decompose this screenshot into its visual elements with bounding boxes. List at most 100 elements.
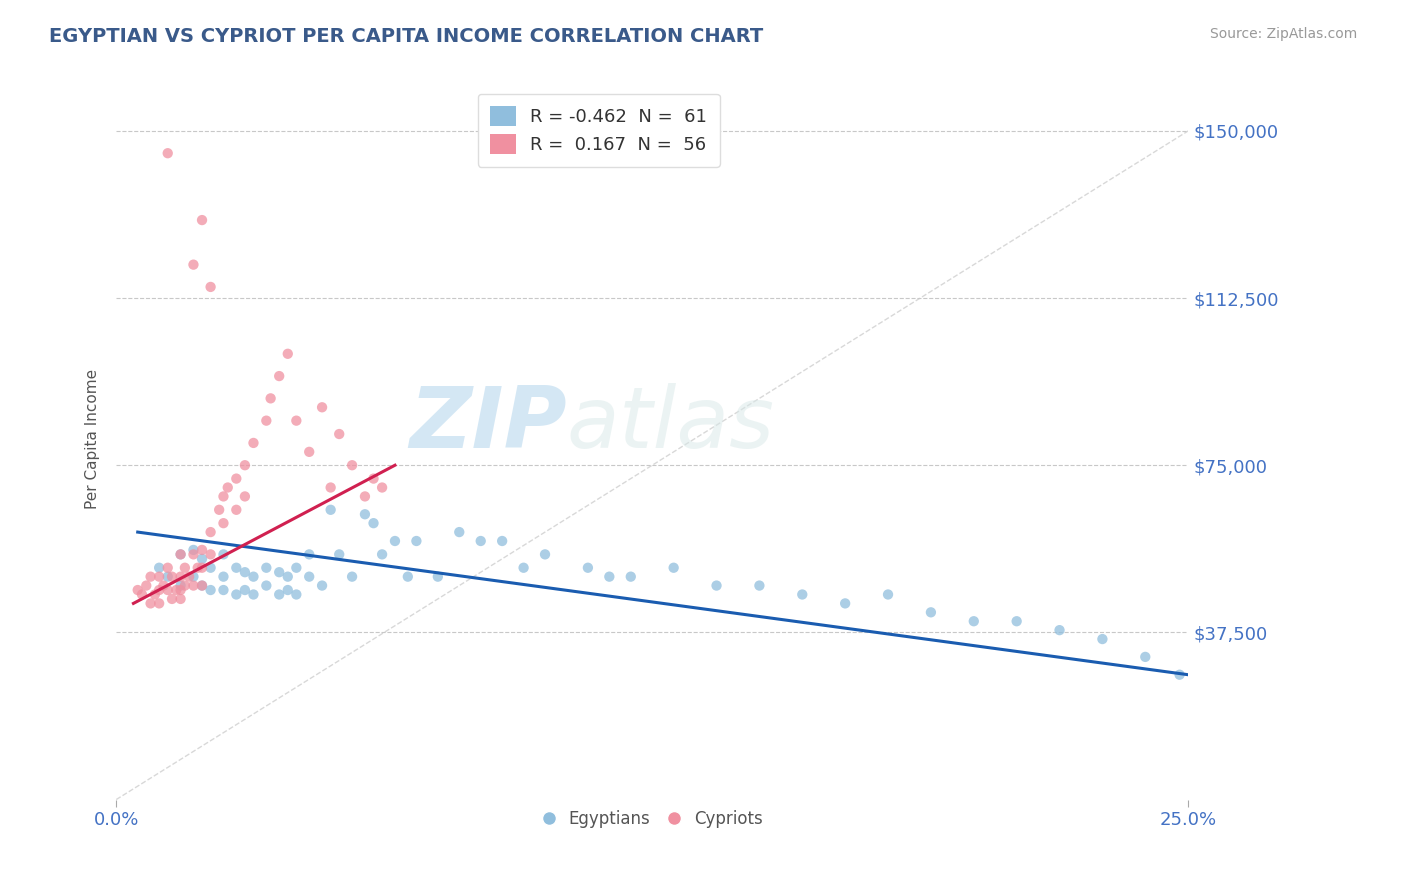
- Point: [384, 534, 406, 549]
- Point: [169, 578, 191, 592]
- Point: [748, 578, 770, 592]
- Point: [706, 578, 728, 592]
- Point: [208, 503, 231, 517]
- Point: [963, 614, 986, 628]
- Point: [449, 525, 471, 540]
- Point: [148, 560, 170, 574]
- Point: [212, 547, 235, 561]
- Point: [792, 587, 814, 601]
- Point: [156, 569, 179, 583]
- Point: [311, 401, 333, 415]
- Point: [217, 481, 239, 495]
- Point: [179, 569, 201, 583]
- Point: [512, 560, 534, 574]
- Point: [242, 569, 264, 583]
- Point: [183, 569, 205, 583]
- Point: [139, 596, 162, 610]
- Point: [187, 560, 209, 574]
- Point: [212, 490, 235, 504]
- Point: [328, 547, 350, 561]
- Point: [233, 458, 256, 473]
- Point: [173, 560, 195, 574]
- Point: [148, 569, 170, 583]
- Point: [225, 503, 247, 517]
- Point: [363, 472, 385, 486]
- Point: [191, 551, 214, 566]
- Point: [298, 569, 321, 583]
- Point: [877, 587, 900, 601]
- Point: [371, 547, 394, 561]
- Point: [156, 582, 179, 597]
- Point: [269, 587, 291, 601]
- Point: [165, 582, 187, 597]
- Point: [354, 508, 377, 522]
- Point: [1168, 667, 1191, 681]
- Point: [135, 578, 157, 592]
- Point: [576, 560, 599, 574]
- Point: [598, 569, 620, 583]
- Point: [426, 569, 449, 583]
- Text: Source: ZipAtlas.com: Source: ZipAtlas.com: [1209, 27, 1357, 41]
- Point: [212, 569, 235, 583]
- Point: [233, 490, 256, 504]
- Point: [191, 578, 214, 592]
- Point: [242, 436, 264, 450]
- Point: [173, 578, 195, 592]
- Point: [277, 569, 299, 583]
- Point: [160, 591, 183, 606]
- Point: [169, 569, 191, 583]
- Point: [148, 596, 170, 610]
- Point: [156, 560, 179, 574]
- Point: [200, 582, 222, 597]
- Point: [183, 547, 205, 561]
- Point: [340, 569, 363, 583]
- Point: [285, 414, 308, 428]
- Point: [183, 578, 205, 592]
- Point: [269, 565, 291, 579]
- Point: [277, 347, 299, 361]
- Point: [127, 582, 149, 597]
- Point: [354, 490, 377, 504]
- Point: [1049, 623, 1071, 637]
- Point: [200, 280, 222, 294]
- Point: [212, 582, 235, 597]
- Y-axis label: Per Capita Income: Per Capita Income: [86, 368, 100, 508]
- Point: [131, 587, 153, 601]
- Point: [191, 542, 214, 557]
- Point: [396, 569, 419, 583]
- Point: [225, 560, 247, 574]
- Legend: Egyptians, Cypriots: Egyptians, Cypriots: [536, 803, 769, 835]
- Point: [285, 587, 308, 601]
- Point: [254, 560, 277, 574]
- Point: [1091, 632, 1114, 646]
- Point: [1135, 649, 1157, 664]
- Point: [212, 516, 235, 531]
- Point: [156, 146, 179, 161]
- Point: [169, 547, 191, 561]
- Point: [169, 591, 191, 606]
- Point: [298, 547, 321, 561]
- Point: [405, 534, 427, 549]
- Point: [340, 458, 363, 473]
- Point: [254, 578, 277, 592]
- Point: [200, 560, 222, 574]
- Point: [183, 258, 205, 272]
- Point: [191, 578, 214, 592]
- Point: [233, 582, 256, 597]
- Point: [143, 587, 166, 601]
- Point: [534, 547, 557, 561]
- Point: [183, 542, 205, 557]
- Point: [285, 560, 308, 574]
- Point: [139, 569, 162, 583]
- Point: [491, 534, 513, 549]
- Point: [363, 516, 385, 531]
- Point: [371, 481, 394, 495]
- Point: [148, 582, 170, 597]
- Point: [920, 605, 942, 619]
- Point: [254, 414, 277, 428]
- Point: [242, 587, 264, 601]
- Point: [311, 578, 333, 592]
- Point: [169, 547, 191, 561]
- Point: [152, 578, 174, 592]
- Text: atlas: atlas: [567, 383, 775, 466]
